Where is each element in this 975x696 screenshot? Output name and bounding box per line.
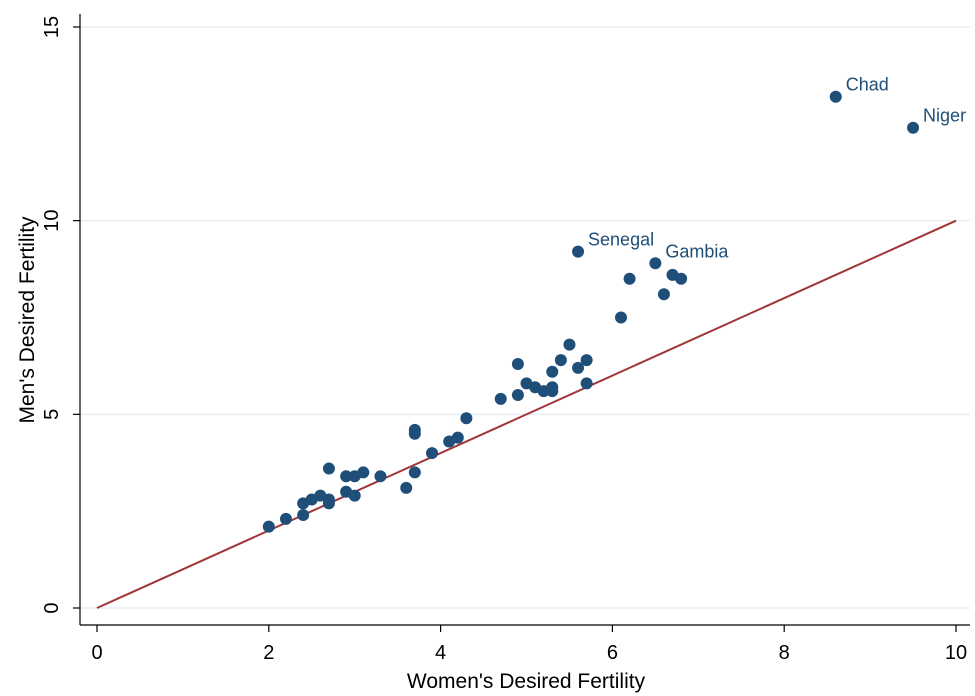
data-point-37 (614, 311, 627, 324)
data-point-35 (580, 377, 593, 390)
data-point-43 (649, 257, 662, 270)
x-tick-label-3: 6 (607, 642, 618, 664)
data-point-8 (322, 462, 335, 475)
data-point-41 (675, 272, 688, 285)
data-point-21 (451, 431, 464, 444)
y-tick-label-0: 0 (41, 602, 63, 613)
data-point-36 (580, 354, 593, 367)
data-point-31 (546, 365, 559, 378)
data-point-22 (460, 412, 473, 425)
point-labels: Senegal Gambia Chad Niger (588, 75, 966, 262)
y-axis-title: Men's Desired Fertility (16, 216, 39, 424)
y-tick-label-3: 15 (41, 16, 63, 38)
x-tick-label-4: 8 (779, 642, 790, 664)
data-point-24 (511, 388, 524, 401)
x-tick-label-1: 2 (263, 642, 274, 664)
x-tick-label-0: 0 (91, 642, 102, 664)
point-label-senegal: Senegal (588, 230, 654, 250)
y-axis-ticks: 0 5 10 15 (41, 16, 80, 614)
data-point-14 (374, 470, 387, 483)
data-point-0 (262, 520, 275, 533)
data-point-33 (563, 338, 576, 351)
point-label-gambia: Gambia (665, 241, 729, 261)
data-point-16 (408, 466, 421, 479)
data-point-34 (572, 361, 585, 374)
data-point-44 (829, 90, 842, 103)
data-point-42 (572, 245, 585, 258)
data-point-38 (623, 272, 636, 285)
data-point-45 (907, 121, 920, 134)
data-point-30 (546, 381, 559, 394)
y-tick-label-2: 10 (41, 210, 63, 232)
point-label-chad: Chad (846, 75, 889, 95)
x-axis-title: Women's Desired Fertility (407, 670, 646, 693)
y-tick-label-1: 5 (41, 409, 63, 420)
data-point-23 (494, 392, 507, 405)
data-points (262, 90, 920, 533)
data-point-1 (279, 512, 292, 525)
x-tick-label-2: 4 (435, 642, 446, 664)
data-point-25 (511, 357, 524, 370)
data-point-18 (408, 423, 421, 436)
data-point-2 (297, 509, 310, 522)
point-label-niger: Niger (923, 106, 966, 126)
gridlines (80, 26, 970, 609)
x-tick-label-5: 10 (945, 642, 967, 664)
data-point-13 (357, 466, 370, 479)
x-axis-ticks: 0 2 4 6 8 10 (91, 625, 967, 664)
data-point-11 (348, 489, 361, 502)
data-point-39 (657, 288, 670, 301)
data-point-32 (554, 354, 567, 367)
data-point-10 (340, 470, 353, 483)
reference-line (96, 219, 957, 609)
data-point-7 (322, 493, 335, 506)
data-point-19 (426, 447, 439, 460)
data-point-15 (400, 481, 413, 494)
